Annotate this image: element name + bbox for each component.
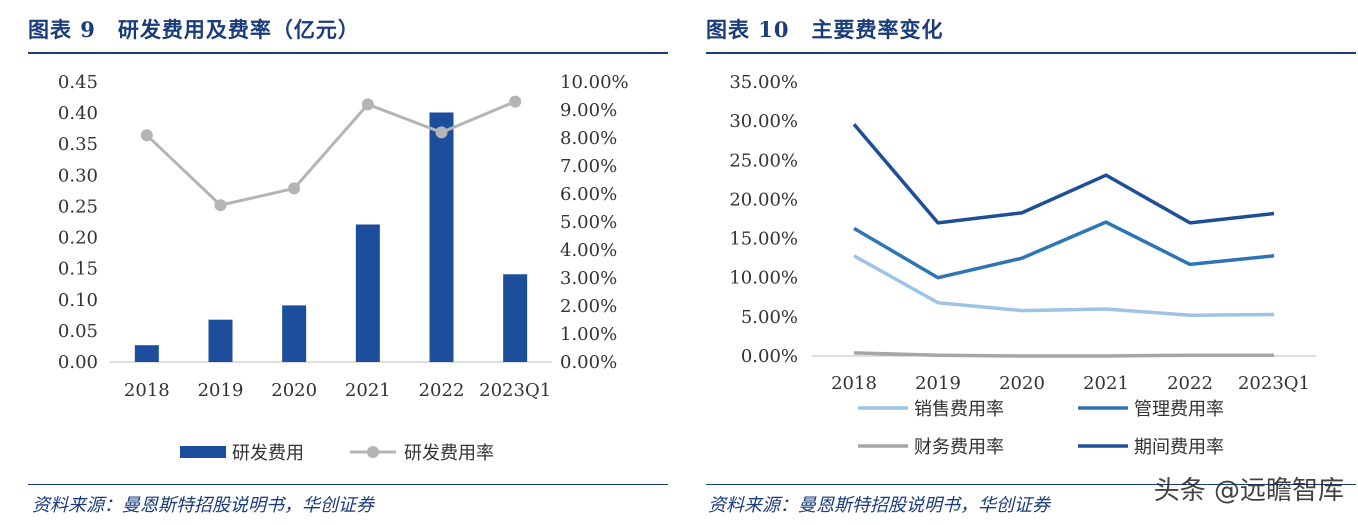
y-left-tick-label: 0.40 bbox=[58, 103, 98, 124]
bar-rd-expense bbox=[355, 224, 380, 362]
x-tick-label: 2018 bbox=[831, 373, 877, 394]
line-series-3 bbox=[853, 351, 1274, 358]
y-right-tick-label: 3.00% bbox=[560, 268, 617, 289]
y-right-tick-label: 8.00% bbox=[560, 128, 617, 149]
x-tick-label: 2021 bbox=[1083, 373, 1129, 394]
y-right-tick-label: 9.00% bbox=[560, 100, 617, 121]
y-right-tick-label: 7.00% bbox=[560, 156, 617, 177]
y-right-tick-label: 4.00% bbox=[560, 240, 617, 261]
line-series-2 bbox=[853, 220, 1275, 280]
y-left-tick-label: 0.30 bbox=[58, 165, 98, 186]
x-tick-label: 2021 bbox=[345, 380, 391, 401]
y-tick-label: 30.00% bbox=[729, 111, 798, 132]
y-right-tick-label: 10.00% bbox=[560, 72, 629, 93]
y-left-tick-label: 0.10 bbox=[58, 290, 98, 311]
rd-expense-chart: 0.00 0.05 0.10 0.15 0.20 0.25 0.30 0.35 0.40 0.45… bbox=[58, 72, 629, 464]
figure-9-source: 资料来源：曼恩斯特招股说明书，华创证券 bbox=[32, 495, 374, 516]
figure-9-title: 图表 9 研发费用及费率（亿元） bbox=[28, 17, 360, 42]
y-tick-label: 25.00% bbox=[729, 150, 798, 171]
bar-rd-expense bbox=[282, 305, 307, 362]
x-tick-label: 2022 bbox=[1167, 373, 1213, 394]
y-tick-label: 35.00% bbox=[729, 72, 798, 93]
x-tick-label: 2019 bbox=[915, 373, 961, 394]
y-tick-label: 15.00% bbox=[729, 229, 798, 250]
expense-ratio-chart: 0.00% 5.00% 10.00% 15.00% 20.00% 25.00% 30.00%… bbox=[729, 72, 1316, 458]
y-right-tick-label: 5.00% bbox=[560, 212, 617, 233]
y-left-tick-label: 0.25 bbox=[58, 196, 98, 217]
figure-9-top-rule bbox=[28, 52, 668, 54]
y-left-tick-label: 0.20 bbox=[58, 228, 98, 249]
figure-9-bottom-rule bbox=[28, 484, 668, 485]
y-right-tick-label: 0.00% bbox=[560, 352, 617, 373]
point-rd-expense-rate bbox=[361, 98, 374, 111]
legend-swatch-rd-expense bbox=[180, 446, 226, 458]
y-left-tick-label: 0.45 bbox=[58, 72, 98, 93]
y-left-tick-label: 0.00 bbox=[58, 352, 98, 373]
y-left-tick-label: 0.15 bbox=[58, 259, 98, 280]
x-tick-label: 2018 bbox=[124, 380, 170, 401]
point-rd-expense-rate bbox=[140, 129, 153, 142]
legend-label-series-1: 销售费用率 bbox=[914, 399, 1004, 420]
bar-rd-expense bbox=[208, 319, 233, 362]
figure-10-bottom-rule bbox=[706, 484, 1356, 485]
point-rd-expense-rate bbox=[509, 95, 522, 108]
legend-marker-rd-expense-rate bbox=[367, 446, 379, 458]
y-right-tick-label: 2.00% bbox=[560, 296, 617, 317]
figure-10-panel: 图表 10 主要费率变化 0.00% 5.00% 10.00% 15.00% 20.00… bbox=[702, 0, 1358, 525]
x-tick-label: 2023Q1 bbox=[1238, 373, 1310, 394]
bar-rd-expense bbox=[429, 112, 454, 362]
legend-label-series-2: 管理费用率 bbox=[1134, 399, 1224, 420]
y-tick-label: 20.00% bbox=[729, 189, 798, 210]
x-tick-label: 2020 bbox=[271, 380, 317, 401]
bar-rd-expense bbox=[503, 274, 528, 362]
legend-label-rd-expense-rate: 研发费用率 bbox=[404, 443, 494, 464]
legend-label-series-3: 财务费用率 bbox=[914, 437, 1004, 458]
line-rd-expense-rate bbox=[145, 100, 516, 207]
figure-9-panel: 图表 9 研发费用及费率（亿元） 0.00 0.05 0.10 0.15 0.20 0.2… bbox=[0, 0, 670, 525]
point-rd-expense-rate bbox=[214, 199, 227, 212]
x-tick-label: 2022 bbox=[419, 380, 465, 401]
y-left-tick-label: 0.35 bbox=[58, 134, 98, 155]
y-tick-label: 10.00% bbox=[729, 268, 798, 289]
x-tick-label: 2020 bbox=[999, 373, 1045, 394]
figure-10-top-rule bbox=[706, 52, 1356, 54]
y-right-tick-label: 6.00% bbox=[560, 184, 617, 205]
x-tick-label: 2019 bbox=[198, 380, 244, 401]
y-tick-label: 5.00% bbox=[741, 307, 798, 328]
line-series-4 bbox=[852, 123, 1275, 225]
y-tick-label: 0.00% bbox=[741, 346, 798, 367]
x-tick-label: 2023Q1 bbox=[479, 380, 551, 401]
legend-label-series-4: 期间费用率 bbox=[1134, 437, 1224, 458]
legend-label-rd-expense: 研发费用 bbox=[232, 443, 304, 464]
point-rd-expense-rate bbox=[435, 126, 448, 139]
y-left-tick-label: 0.05 bbox=[58, 321, 98, 342]
watermark: 头条 @远瞻智库 bbox=[1153, 476, 1344, 506]
line-series-1 bbox=[853, 254, 1275, 318]
figure-10-title: 图表 10 主要费率变化 bbox=[706, 17, 944, 42]
point-rd-expense-rate bbox=[288, 182, 301, 195]
bar-rd-expense bbox=[134, 345, 159, 362]
y-right-tick-label: 1.00% bbox=[560, 324, 617, 345]
figure-10-source: 资料来源：曼恩斯特招股说明书，华创证券 bbox=[708, 495, 1050, 516]
